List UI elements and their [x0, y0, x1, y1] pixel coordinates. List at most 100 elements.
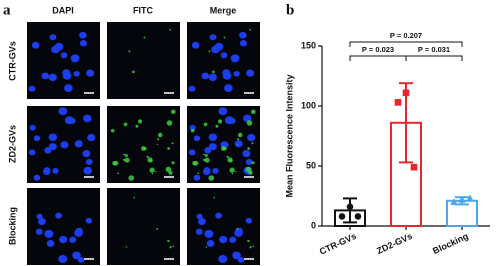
fitc-signal	[117, 172, 120, 175]
fitc-signal	[123, 153, 125, 156]
comparison-bracket	[349, 41, 463, 47]
nucleus	[87, 133, 96, 142]
nucleus	[35, 228, 43, 235]
fitc-signal	[137, 119, 143, 124]
fitc-signal	[168, 170, 173, 175]
nucleus	[64, 84, 73, 93]
nucleus	[191, 41, 200, 49]
nucleus	[79, 31, 87, 39]
nucleus	[188, 85, 196, 92]
fitc-signal	[171, 109, 176, 115]
micrograph	[107, 188, 180, 265]
comparison-label: P = 0.023	[362, 45, 394, 54]
y-axis-title: Mean Fluorescence Intensity	[284, 74, 294, 197]
fitc-signal	[248, 170, 253, 175]
nucleus	[44, 229, 54, 238]
nucleus	[214, 42, 224, 51]
nucleus	[74, 140, 83, 148]
fitc-signal	[143, 36, 146, 39]
nucleus	[215, 212, 222, 219]
nucleus	[232, 251, 241, 260]
nucleus	[246, 69, 255, 77]
nucleus	[36, 213, 43, 220]
row-header: CTR-GVs	[7, 41, 17, 81]
x-tick-label: CTR-GVs	[318, 231, 358, 257]
data-point	[458, 195, 466, 203]
fitc-signal	[124, 153, 128, 158]
y-tick-label: 50	[306, 160, 316, 170]
x-tick-label: ZD2-GVs	[375, 231, 414, 256]
fitc-signal	[223, 36, 226, 39]
nucleus	[219, 235, 228, 244]
nucleus	[69, 236, 77, 243]
nucleus	[208, 73, 217, 82]
data-point	[338, 213, 346, 220]
comparison-bracket	[405, 55, 463, 61]
nucleus	[82, 149, 91, 158]
nucleus	[233, 70, 240, 77]
fitc-signal	[205, 246, 208, 248]
nucleus	[44, 147, 52, 154]
fitc-signal	[167, 239, 170, 243]
fitc-signal	[123, 122, 128, 127]
nucleus	[52, 168, 59, 174]
micrograph	[107, 22, 180, 99]
fitc-signal	[167, 147, 171, 150]
nucleus	[33, 135, 41, 142]
fitc-signal	[135, 124, 139, 128]
nucleus	[79, 40, 88, 47]
fitc-signal	[132, 70, 135, 74]
nucleus	[77, 256, 85, 263]
fitc-signal	[197, 172, 200, 175]
fitc-signal	[147, 157, 153, 163]
nucleus	[218, 254, 228, 264]
nucleus	[234, 140, 243, 148]
nucleus	[189, 124, 196, 131]
nucleus	[220, 52, 228, 59]
nucleus	[196, 213, 203, 220]
nucleus	[85, 158, 93, 166]
nucleus	[55, 212, 62, 219]
nucleus	[62, 71, 72, 80]
nucleus	[222, 71, 232, 80]
nucleus	[201, 72, 210, 80]
fitc-signal	[143, 147, 147, 151]
fitc-signal	[171, 161, 175, 165]
fitc-signal	[237, 132, 243, 138]
nucleus	[218, 107, 228, 116]
nucleus	[85, 217, 93, 224]
nucleus	[203, 167, 211, 174]
fitc-signal	[236, 228, 239, 230]
nucleus	[204, 229, 214, 238]
fitc-signal	[204, 157, 210, 163]
nucleus	[209, 34, 217, 41]
fitc-signal	[124, 157, 130, 163]
nucleus	[208, 133, 218, 141]
nucleus	[224, 116, 234, 125]
fitc-signal	[215, 124, 219, 128]
panel-label: a	[3, 2, 11, 18]
fitc-signal	[251, 161, 255, 165]
micrograph	[187, 22, 260, 99]
fitc-signal	[212, 70, 215, 74]
nucleus	[28, 149, 36, 156]
fitc-signal	[217, 119, 223, 124]
comparison-label: P = 0.031	[418, 45, 450, 54]
fitc-signal	[128, 50, 131, 53]
nucleus	[59, 235, 68, 244]
y-tick-label: 150	[301, 40, 316, 50]
x-tick-label: Blocking	[431, 231, 470, 256]
fitc-signal	[166, 120, 173, 126]
fitc-signal	[231, 172, 234, 175]
nucleus	[230, 54, 240, 63]
fitc-signal	[122, 158, 126, 162]
fitc-signal	[193, 160, 199, 166]
nucleus	[188, 149, 196, 156]
nucleus	[245, 158, 253, 166]
fitc-signal	[237, 138, 240, 141]
fitc-signal	[202, 158, 206, 162]
panel-label: b	[286, 2, 294, 18]
nucleus	[28, 85, 36, 92]
fitc-signal	[203, 122, 208, 127]
